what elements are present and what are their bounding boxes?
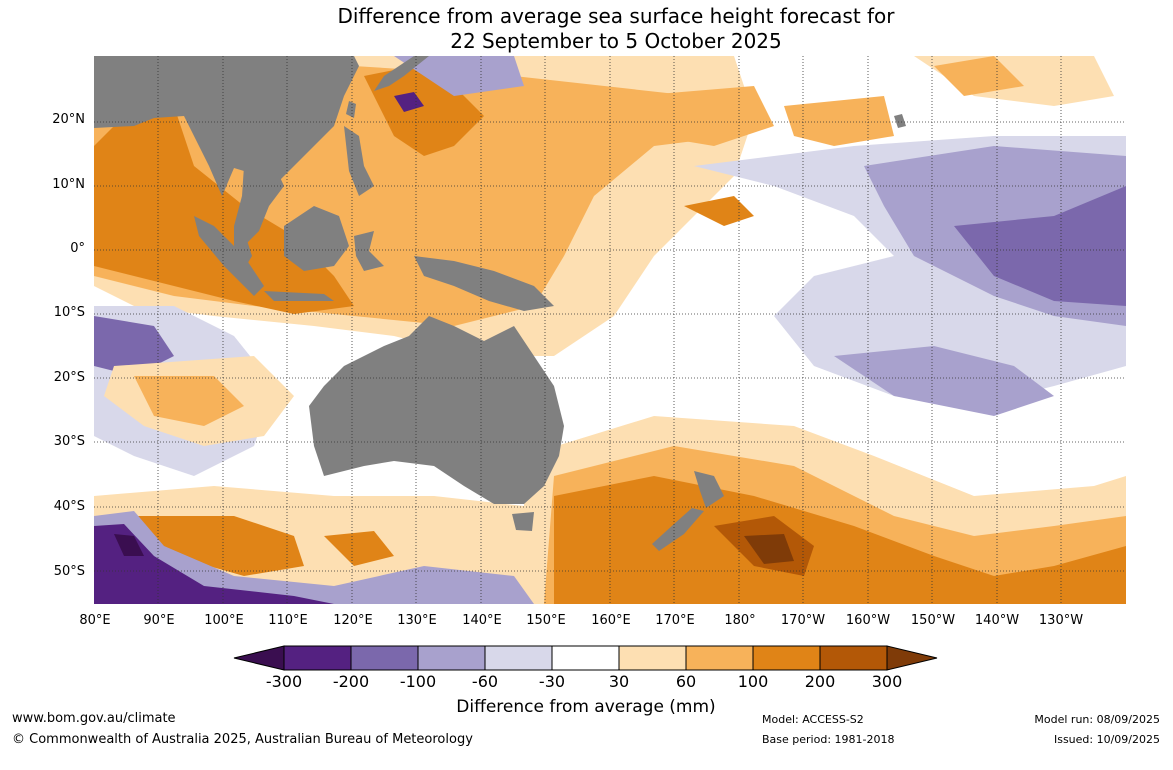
indochina-landmass [234, 164, 284, 246]
title-line-1: Difference from average sea surface heig… [337, 4, 895, 28]
colorbar-extend-high [886, 645, 938, 671]
colorbar-title: Difference from average (mm) [456, 697, 716, 717]
lat-label: 30°S [53, 434, 85, 449]
colorbar-segment [752, 645, 821, 671]
issued-date: Issued: 10/09/2025 [1053, 733, 1160, 746]
sulawesi-island [354, 231, 384, 271]
positive-anomaly-area [324, 531, 394, 566]
colorbar-tick-label: 200 [804, 672, 836, 691]
colorbar-tick-label: -100 [399, 672, 437, 691]
model-run-date: Model run: 08/09/2025 [1034, 713, 1160, 726]
java-island [264, 291, 334, 301]
philippines-islands [344, 126, 374, 196]
title-line-2: 22 September to 5 October 2025 [450, 29, 782, 53]
positive-anomaly-area [684, 196, 754, 226]
tasmania-island [512, 512, 534, 531]
copyright-text: © Commonwealth of Australia 2025, Austra… [12, 732, 473, 747]
colorbar-tick-label: 100 [737, 672, 769, 691]
colorbar-segment [819, 645, 888, 671]
lon-label: 140°W [974, 613, 1020, 628]
colorbar-tick-label: -300 [265, 672, 303, 691]
lon-label: 170°W [780, 613, 826, 628]
colorbar-segment [350, 645, 419, 671]
map-title: Difference from average sea surface heig… [0, 4, 1173, 54]
graticule [94, 56, 1126, 604]
positive-anomaly-area [134, 376, 244, 426]
lon-label: 160°W [845, 613, 891, 628]
website-link[interactable]: www.bom.gov.au/climate [12, 711, 176, 726]
borneo-island [284, 206, 349, 271]
colorbar-segment [484, 645, 553, 671]
negative-anomaly-area [94, 316, 174, 376]
negative-anomaly-area [834, 346, 1054, 416]
model-name: Model: ACCESS-S2 [762, 713, 864, 726]
positive-anomaly-area [94, 106, 354, 314]
colorbar-tick-label: -200 [332, 672, 370, 691]
colorbar-segment [417, 645, 486, 671]
lat-label: 10°S [53, 305, 85, 320]
lon-label: 180° [724, 613, 756, 628]
lon-label: 80°E [79, 613, 111, 628]
positive-anomaly-area [934, 56, 1024, 96]
colorbar-tick-label: 60 [675, 672, 697, 691]
lat-label: 50°S [53, 564, 85, 579]
colorbar-tick-label: -30 [538, 672, 566, 691]
colorbar-segment [618, 645, 687, 671]
sumatra-island [194, 216, 264, 296]
lon-label: 150°W [910, 613, 956, 628]
positive-anomaly-area [744, 534, 794, 564]
colorbar-tick-label: 30 [608, 672, 630, 691]
lon-label: 150°E [526, 613, 566, 628]
sea-surface-height-map [94, 56, 1126, 604]
colorbar [233, 645, 938, 671]
malay-peninsula [234, 226, 252, 266]
lon-label: 120°E [333, 613, 373, 628]
negative-anomaly-area [394, 56, 524, 96]
colorbar-tick-label: -60 [471, 672, 499, 691]
positive-anomaly-area [784, 96, 894, 146]
positive-anomaly-area [554, 476, 1126, 604]
map-svg [94, 56, 1126, 604]
lat-label: 40°S [53, 499, 85, 514]
colorbar-segment [551, 645, 620, 671]
base-period: Base period: 1981-2018 [762, 733, 895, 746]
japan-islands [374, 56, 429, 91]
lon-label: 140°E [462, 613, 502, 628]
australia-landmass [309, 316, 564, 504]
negative-anomaly-area [94, 511, 534, 604]
lon-label: 160°E [591, 613, 631, 628]
new-zealand-south-island [652, 508, 704, 551]
negative-anomaly-area [114, 534, 144, 556]
negative-anomaly-area [94, 524, 334, 604]
lon-label: 100°E [204, 613, 244, 628]
asia-landmass [94, 56, 359, 196]
lon-label: 90°E [143, 613, 175, 628]
negative-anomaly-area [394, 92, 424, 112]
colorbar-segment [283, 645, 352, 671]
new-zealand-north-island [694, 471, 724, 508]
colorbar-segment [685, 645, 754, 671]
lon-label: 130°W [1038, 613, 1084, 628]
lon-label: 110°E [268, 613, 308, 628]
hawaii-islands [894, 114, 906, 128]
lat-label: 20°N [52, 112, 85, 127]
lon-label: 170°E [655, 613, 695, 628]
lat-label: 20°S [53, 370, 85, 385]
land-masses [94, 56, 906, 551]
colorbar-tick-label: 300 [871, 672, 903, 691]
new-guinea-island [414, 256, 554, 311]
lon-label: 130°E [397, 613, 437, 628]
lat-label: 10°N [52, 177, 85, 192]
positive-anomaly-area [134, 516, 304, 576]
taiwan-island [346, 101, 356, 118]
lat-label: 0° [70, 241, 85, 256]
colorbar-extend-low [233, 645, 285, 671]
